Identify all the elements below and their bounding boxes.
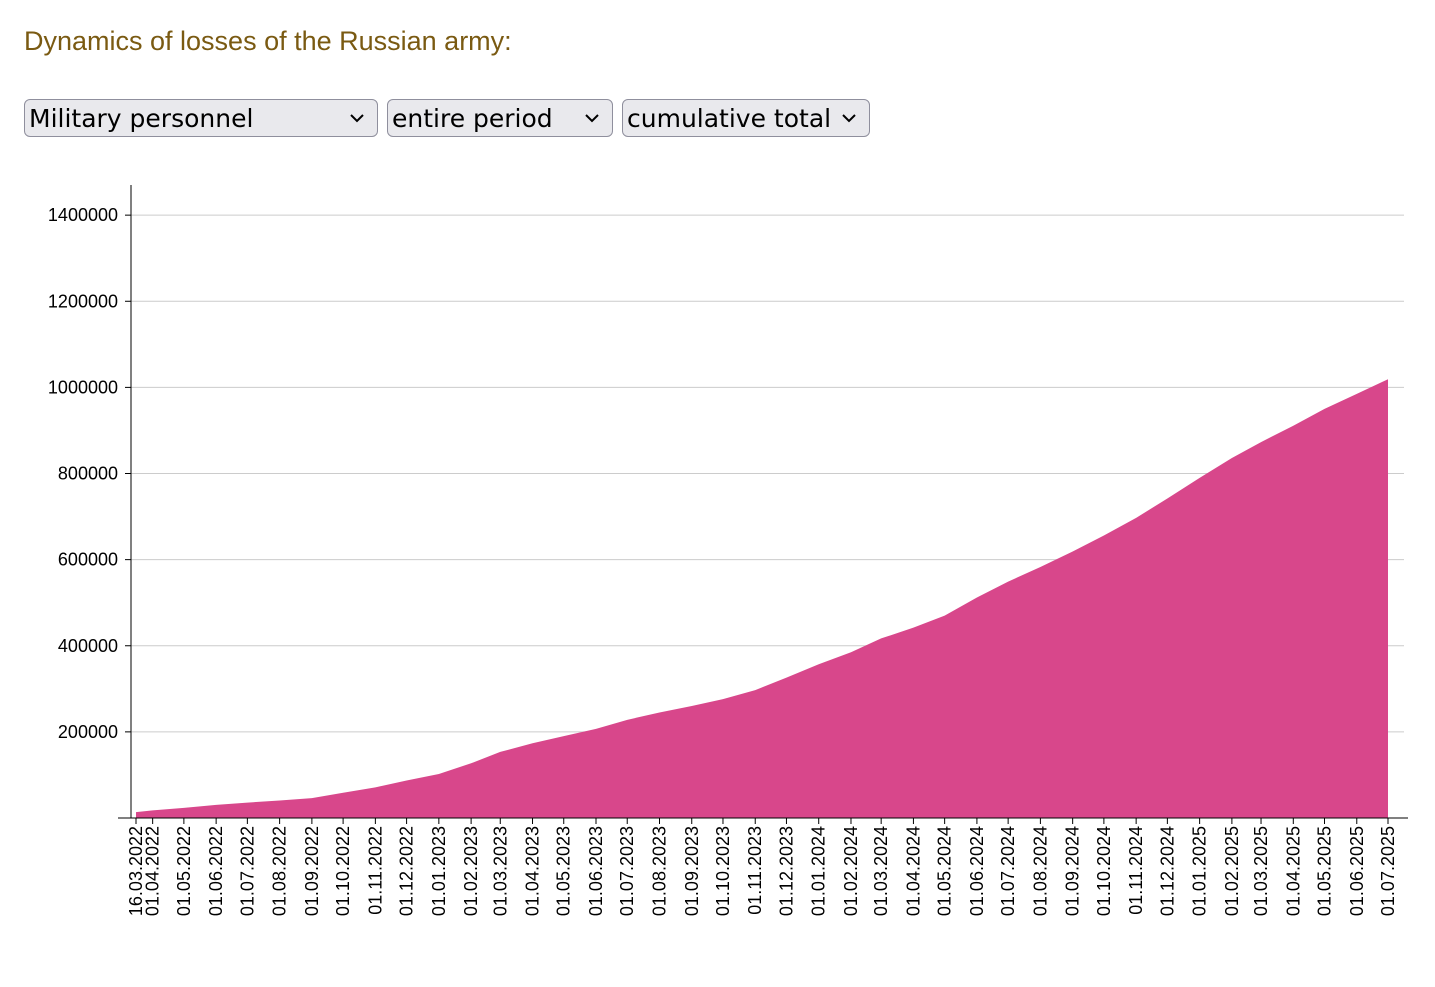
- y-tick-label: 600000: [58, 550, 118, 570]
- x-tick-label: 01.02.2024: [841, 826, 861, 916]
- x-tick-label: 01.12.2023: [776, 826, 796, 916]
- x-tick-label: 01.10.2023: [713, 826, 733, 916]
- x-tick-label: 01.08.2022: [270, 826, 290, 916]
- x-tick-label: 01.09.2022: [302, 826, 322, 916]
- x-tick-label: 01.01.2024: [809, 826, 829, 916]
- x-tick-label: 01.01.2023: [429, 826, 449, 916]
- area: [136, 379, 1388, 818]
- y-tick-label: 1000000: [48, 377, 118, 397]
- x-tick-label: 01.03.2025: [1251, 826, 1271, 916]
- select-value: cumulative total: [627, 104, 832, 133]
- chevron: [842, 114, 856, 123]
- x-tick-label: 01.12.2024: [1157, 826, 1177, 916]
- x-tick-label: 01.04.2023: [523, 826, 543, 916]
- x-tick-label: 01.07.2025: [1378, 826, 1398, 916]
- x-tick-label: 01.08.2023: [649, 826, 669, 916]
- x-tick-label: 16.03.2022: [126, 826, 146, 916]
- y-tick-label: 400000: [58, 636, 118, 656]
- x-tick-label: 01.06.2024: [967, 826, 987, 916]
- x-tick-label: 01.04.2022: [143, 826, 163, 916]
- x-tick-label: 01.05.2023: [554, 826, 574, 916]
- select-value: Military personnel: [29, 104, 254, 133]
- x-tick-label: 01.07.2024: [998, 826, 1018, 916]
- x-tick-label: 01.11.2022: [365, 826, 385, 915]
- x-tick-label: 01.07.2022: [237, 826, 257, 916]
- x-tick-label: 01.11.2024: [1126, 826, 1146, 915]
- chevron: [350, 114, 364, 123]
- x-tick-label: 01.05.2025: [1315, 826, 1335, 916]
- x-tick-label: 01.03.2024: [871, 826, 891, 916]
- x-tick-label: 01.01.2025: [1190, 826, 1210, 916]
- mode-select[interactable]: cumulative total: [622, 99, 870, 137]
- select-value: entire period: [392, 104, 553, 133]
- x-tick-label: 01.05.2022: [174, 826, 194, 916]
- y-tick-label: 800000: [58, 464, 118, 484]
- x-tick-label: 01.04.2025: [1283, 826, 1303, 916]
- y-tick-label: 200000: [58, 722, 118, 742]
- x-tick-label: 01.04.2024: [903, 826, 923, 916]
- x-tick-label: 01.07.2023: [617, 826, 637, 916]
- page-title: Dynamics of losses of the Russian army:: [24, 26, 512, 56]
- x-tick-label: 01.02.2023: [461, 826, 481, 916]
- y-tick-label: 1400000: [48, 205, 118, 225]
- x-tick-label: 01.08.2024: [1030, 826, 1050, 916]
- x-tick-label: 01.06.2025: [1347, 826, 1367, 916]
- x-tick-label: 01.11.2023: [745, 826, 765, 915]
- chevron: [585, 114, 599, 123]
- x-tick-label: 01.06.2023: [586, 826, 606, 916]
- x-tick-label: 01.05.2024: [935, 826, 955, 916]
- x-tick-label: 01.09.2024: [1063, 826, 1083, 916]
- x-tick-label: 01.06.2022: [206, 826, 226, 916]
- x-tick-label: 01.10.2024: [1094, 826, 1114, 916]
- period-select[interactable]: entire period: [387, 99, 613, 137]
- x-tick-label: 01.02.2025: [1222, 826, 1242, 916]
- x-tick-label: 01.12.2022: [397, 826, 417, 916]
- x-tick-label: 01.03.2023: [490, 826, 510, 916]
- indicator-select[interactable]: Military personnel: [24, 99, 378, 137]
- y-tick-label: 1200000: [48, 291, 118, 311]
- x-tick-label: 01.10.2022: [333, 826, 353, 916]
- x-tick-label: 01.09.2023: [682, 826, 702, 916]
